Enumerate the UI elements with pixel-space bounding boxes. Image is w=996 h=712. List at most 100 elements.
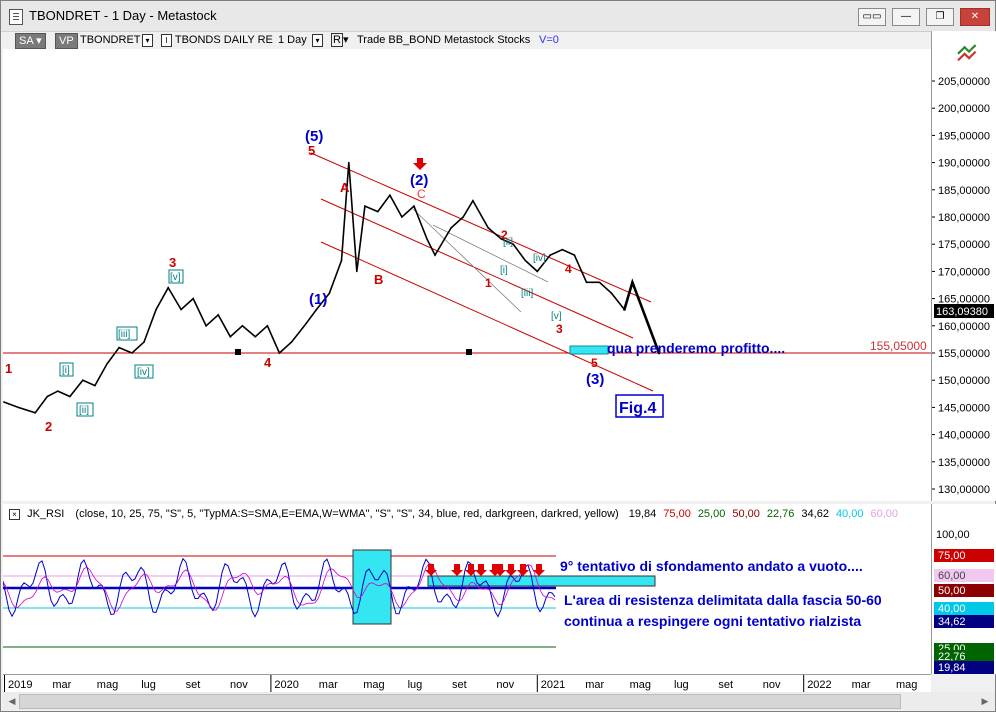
- symbol-name[interactable]: TBONDRET: [80, 34, 141, 46]
- vp-button[interactable]: VP: [55, 33, 78, 49]
- price-axis-tick-label: 195,00000: [938, 130, 990, 142]
- price-point: [561, 248, 564, 251]
- price-point: [585, 281, 588, 284]
- price-point: [462, 216, 465, 218]
- date-axis-label: set: [452, 679, 467, 691]
- upper-channel-line: [310, 152, 652, 303]
- date-axis-label: mar: [852, 679, 871, 691]
- sub-wave-iv: [iv]: [137, 367, 150, 378]
- window-title: TBONDRET - 1 Day - Metastock: [29, 8, 217, 23]
- rsi-axis-40: 40,00: [938, 603, 966, 615]
- date-axis-label: nov: [496, 679, 514, 691]
- profit-zone-box: [569, 345, 609, 355]
- sub-wave-iii: [iii]: [118, 329, 130, 340]
- rsi-resistance-zone: [427, 575, 656, 587]
- date-axis-label: 2022: [807, 679, 831, 691]
- figure-label-box: [615, 394, 664, 418]
- current-price-label: 163,09380: [936, 306, 988, 318]
- price-point: [512, 243, 514, 245]
- rsi-values: 19,84 75,00 25,00 50,00 22,76 34,62 40,00 60,00: [622, 508, 898, 520]
- rsi-axis-svg: 100,00 75,00 60,00 50,00 40,00 34,62 25,…: [934, 529, 994, 674]
- wave-label-4: 4: [264, 355, 272, 370]
- wave-label-red3: 3: [556, 322, 563, 336]
- date-axis-label: 2021: [541, 679, 565, 691]
- price-point: [450, 227, 452, 229]
- restore-button[interactable]: ❐: [926, 8, 954, 26]
- rsi-chart: 9° tentativo di sfondamento andato a vuo…: [2, 549, 882, 648]
- wave-label-3: 3: [169, 255, 176, 270]
- wave-label-red4: 4: [565, 262, 572, 276]
- rsi-note-1: 9° tentativo di sfondamento andato a vuo…: [560, 558, 863, 574]
- scroll-thumb[interactable]: [19, 694, 901, 709]
- period-dropdown[interactable]: ▾: [312, 33, 323, 47]
- chevron-down-icon: ▾: [342, 34, 349, 46]
- price-point: [364, 205, 366, 207]
- sub-wave-ii: [ii]: [79, 405, 89, 416]
- tile-windows-button[interactable]: ▭▭: [858, 8, 886, 26]
- price-point: [536, 270, 539, 273]
- rsi-axis-75: 75,00: [938, 550, 966, 562]
- rsi-box-40: [934, 602, 994, 615]
- sa-button[interactable]: SA ▾: [15, 33, 46, 49]
- wave-label-big5: (5): [305, 128, 323, 145]
- down-arrow-icon: [533, 564, 545, 576]
- date-axis-label: lug: [408, 679, 423, 691]
- price-point: [192, 297, 194, 300]
- price-chart-panel[interactable]: 1 2 3 4 5 A B C 1 2 3 4 5 (5) (1) (2) (3…: [3, 49, 931, 501]
- figure-label: Fig.4: [619, 400, 656, 417]
- minimize-button[interactable]: —: [892, 8, 920, 26]
- date-axis-svg: 2019 mar mag lug set nov 2020 mar mag lug set nov 20…: [4, 675, 917, 693]
- rsi-value: 60,00: [870, 508, 898, 520]
- scroll-left-arrow-icon[interactable]: ◀: [8, 696, 16, 706]
- date-axis-label: lug: [141, 679, 156, 691]
- date-axis-label: mag: [97, 679, 118, 691]
- down-arrow-icon: [465, 564, 477, 576]
- price-point: [205, 325, 207, 327]
- price-axis-tick-label: 170,00000: [938, 266, 990, 278]
- price-axis-tick-label: 165,00000: [938, 294, 990, 306]
- rsi-box-19: [934, 661, 994, 674]
- price-line: [3, 162, 626, 414]
- support-level-label: 155,05000: [870, 339, 927, 353]
- rsi-panel[interactable]: 9° tentativo di sfondamento andato a vuo…: [2, 504, 931, 674]
- horizontal-scrollbar[interactable]: ◀ ▶: [3, 692, 995, 710]
- date-axis-label: mar: [319, 679, 338, 691]
- document-icon: [9, 9, 23, 25]
- price-point: [34, 412, 36, 414]
- year-separator: [536, 675, 538, 693]
- price-point: [340, 259, 343, 262]
- price-axis-tick-label: 150,00000: [938, 375, 990, 387]
- middle-channel-line: [320, 198, 634, 339]
- price-point: [472, 199, 474, 202]
- price-point: [106, 363, 108, 365]
- trend-channels: [3, 152, 931, 392]
- series-selector[interactable]: I TBONDS DAILY RE: [161, 33, 273, 47]
- price-point: [377, 210, 379, 213]
- close-button[interactable]: ✕: [960, 8, 990, 26]
- down-arrow-icon: [425, 564, 437, 576]
- trend-line-grey-2: [432, 224, 549, 283]
- price-point: [303, 325, 306, 327]
- rsi-box-25: [934, 643, 994, 654]
- wave-label-A: A: [340, 180, 350, 195]
- date-axis-label: mag: [896, 679, 917, 691]
- down-arrow-icon: [451, 564, 463, 576]
- scroll-right-arrow-icon[interactable]: ▶: [981, 696, 989, 706]
- price-point: [434, 254, 436, 256]
- rsi-axis-34: 34,62: [938, 616, 966, 628]
- price-point: [94, 384, 96, 387]
- symbol-dropdown[interactable]: ▾: [142, 33, 153, 47]
- price-point: [657, 351, 661, 355]
- price-axis-svg: 205,00000 200,00000 195,00000 190,00000 185,…: [932, 44, 994, 496]
- chevron-down-icon: ▾: [312, 33, 323, 47]
- r-selector[interactable]: R ▾: [331, 33, 349, 47]
- price-axis-tick-label: 200,00000: [938, 103, 990, 115]
- price-point: [17, 406, 20, 409]
- price-axis-tick-label: 135,00000: [938, 457, 990, 469]
- support-marker: [466, 349, 472, 355]
- chart-tools-icon[interactable]: [957, 44, 977, 62]
- rsi-axis-100: 100,00: [936, 529, 970, 541]
- rsi-toggle-checkbox[interactable]: ×: [9, 508, 20, 520]
- date-axis-label: mar: [585, 679, 604, 691]
